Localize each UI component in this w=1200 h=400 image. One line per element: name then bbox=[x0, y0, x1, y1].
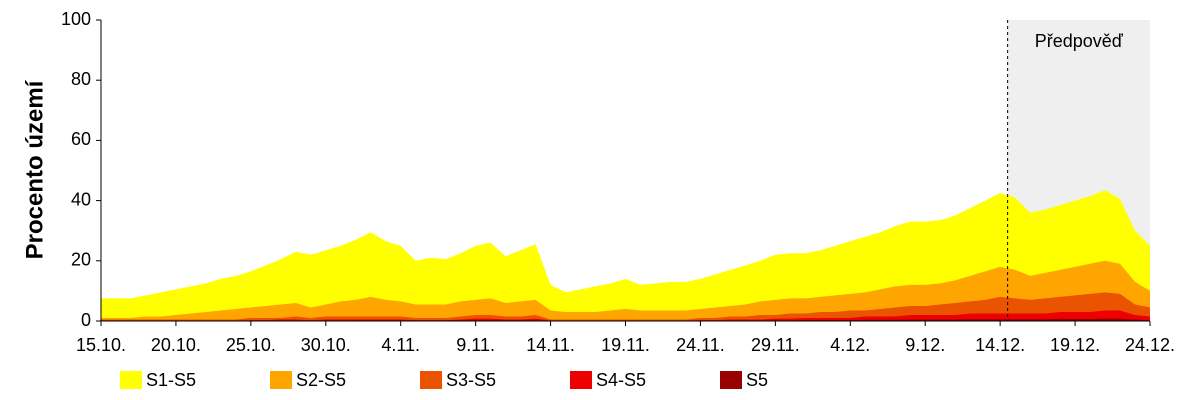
legend-swatch bbox=[720, 371, 742, 389]
y-tick-label: 100 bbox=[61, 9, 91, 29]
y-tick-label: 80 bbox=[71, 69, 91, 89]
y-tick-label: 60 bbox=[71, 129, 91, 149]
y-tick-label: 40 bbox=[71, 189, 91, 209]
x-tick-label: 19.12. bbox=[1050, 335, 1100, 355]
x-tick-label: 14.11. bbox=[526, 335, 575, 355]
x-tick-label: 19.11. bbox=[601, 335, 650, 355]
legend-label: S3-S5 bbox=[446, 370, 496, 390]
x-tick-label: 4.11. bbox=[381, 335, 420, 355]
x-tick-label: 15.10. bbox=[76, 335, 126, 355]
area bbox=[101, 292, 1150, 321]
area bbox=[101, 318, 1150, 321]
x-tick-label: 25.10. bbox=[226, 335, 276, 355]
forecast-label: Předpověď bbox=[1035, 31, 1124, 51]
x-tick-label: 14.12. bbox=[975, 335, 1025, 355]
area bbox=[101, 310, 1150, 321]
y-tick-label: 0 bbox=[81, 310, 91, 330]
legend-label: S5 bbox=[746, 370, 768, 390]
legend-swatch bbox=[120, 371, 142, 389]
x-tick-label: 20.10. bbox=[151, 335, 201, 355]
x-tick-label: 9.12. bbox=[905, 335, 945, 355]
legend-swatch bbox=[270, 371, 292, 389]
x-tick-label: 24.11. bbox=[676, 335, 725, 355]
x-tick-label: 4.12. bbox=[830, 335, 870, 355]
area bbox=[101, 260, 1150, 321]
y-axis-title: Procento území bbox=[21, 79, 48, 259]
y-tick-label: 20 bbox=[71, 250, 91, 270]
x-tick-label: 9.11. bbox=[456, 335, 495, 355]
x-tick-label: 30.10. bbox=[301, 335, 351, 355]
legend-label: S4-S5 bbox=[596, 370, 646, 390]
legend-swatch bbox=[570, 371, 592, 389]
x-tick-label: 29.11. bbox=[751, 335, 800, 355]
legend-swatch bbox=[420, 371, 442, 389]
legend-label: S2-S5 bbox=[296, 370, 346, 390]
legend-label: S1-S5 bbox=[146, 370, 196, 390]
x-tick-label: 24.12. bbox=[1125, 335, 1175, 355]
